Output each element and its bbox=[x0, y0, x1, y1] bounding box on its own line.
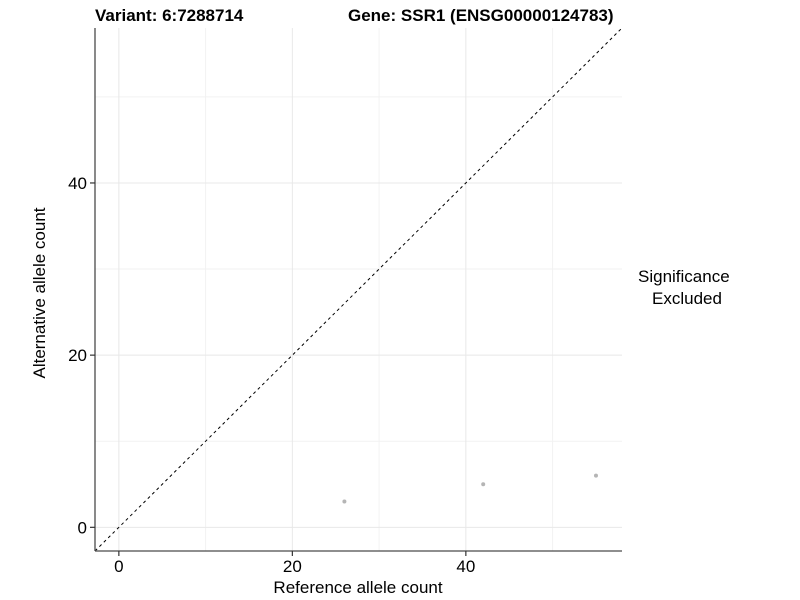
x-tick-label: 40 bbox=[456, 557, 475, 576]
y-tick-label: 0 bbox=[78, 518, 87, 537]
x-tick-label: 20 bbox=[283, 557, 302, 576]
legend: Significance Excluded bbox=[638, 267, 730, 309]
y-axis-label: Alternative allele count bbox=[30, 207, 49, 379]
variant-title: Variant: 6:7288714 bbox=[95, 6, 244, 25]
data-point bbox=[481, 482, 486, 487]
data-point bbox=[593, 473, 598, 478]
y-tick-label: 40 bbox=[68, 174, 87, 193]
legend-title: Significance bbox=[638, 267, 730, 286]
legend-item-excluded: Excluded bbox=[638, 289, 730, 309]
x-axis-label: Reference allele count bbox=[273, 578, 443, 597]
legend-item-label: Excluded bbox=[652, 289, 722, 308]
excluded-point-icon bbox=[640, 296, 647, 303]
identity-reference-line bbox=[94, 27, 623, 552]
gene-title: Gene: SSR1 (ENSG00000124783) bbox=[348, 6, 614, 25]
x-tick-label: 0 bbox=[114, 557, 123, 576]
data-point bbox=[342, 499, 347, 504]
y-tick-label: 20 bbox=[68, 346, 87, 365]
